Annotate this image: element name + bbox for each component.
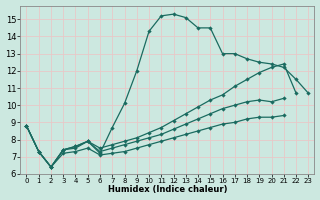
X-axis label: Humidex (Indice chaleur): Humidex (Indice chaleur) [108, 185, 227, 194]
